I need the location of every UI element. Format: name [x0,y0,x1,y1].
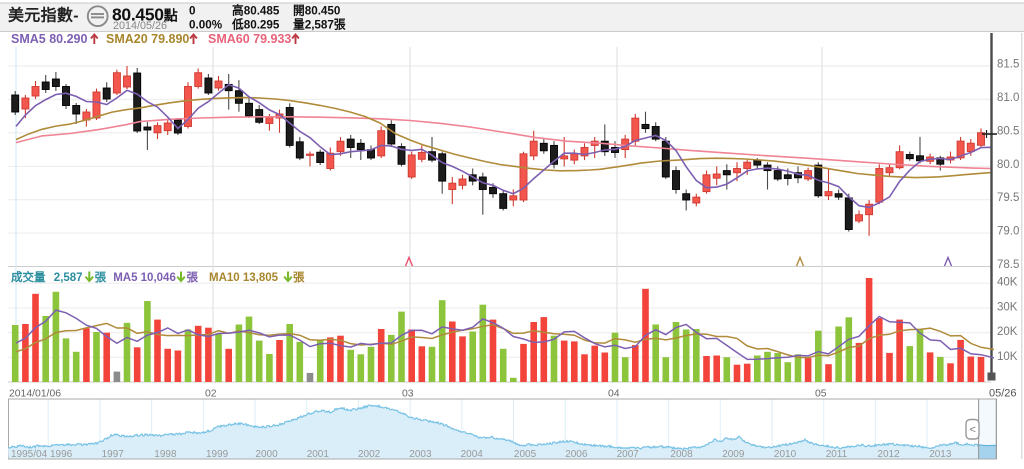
svg-text:量2,587張: 量2,587張 [293,18,346,32]
svg-text:2,587: 2,587 [54,272,83,284]
svg-text:SMA60 79.933: SMA60 79.933 [208,32,291,46]
svg-text:開80.450: 開80.450 [293,5,341,18]
svg-text:2007: 2007 [617,449,640,460]
svg-text:2014/01/06: 2014/01/06 [9,389,61,400]
svg-text:20K: 20K [997,326,1018,338]
svg-text:SMA20 79.890: SMA20 79.890 [106,32,189,46]
svg-text:2001: 2001 [307,449,330,460]
svg-text:40K: 40K [997,277,1018,289]
svg-text:10K: 10K [997,351,1018,363]
svg-text:05/26: 05/26 [989,388,1017,400]
svg-text:1995/04: 1995/04 [11,449,48,460]
svg-text:80.5: 80.5 [997,125,1019,137]
svg-text:MA5 10,046: MA5 10,046 [113,272,176,284]
svg-text:2010: 2010 [774,449,797,460]
svg-text:美元指數-: 美元指數- [8,6,79,25]
svg-text:低80.295: 低80.295 [231,18,280,32]
svg-text:2008: 2008 [670,449,693,460]
svg-text:2002: 2002 [358,449,381,460]
svg-text:78.5: 78.5 [997,259,1019,271]
svg-text:0: 0 [189,5,196,18]
svg-text:02: 02 [205,389,217,400]
svg-text:80.450點: 80.450點 [112,5,178,25]
svg-text:79.0: 79.0 [997,226,1019,238]
svg-text:0.00%: 0.00% [189,19,223,32]
svg-text:1998: 1998 [154,449,177,460]
svg-text:MA10 13,805: MA10 13,805 [209,272,279,284]
svg-text:2011: 2011 [826,449,848,460]
svg-text:2012: 2012 [877,449,900,460]
svg-text:2000: 2000 [255,449,278,460]
svg-text:2005: 2005 [514,449,537,460]
svg-text:張: 張 [95,271,107,284]
svg-text:2009: 2009 [722,449,745,460]
svg-text:03: 03 [402,389,414,400]
svg-text:張: 張 [187,271,199,284]
svg-text:1996: 1996 [50,449,73,460]
svg-text:05: 05 [815,389,827,400]
svg-text:張: 張 [293,271,305,284]
svg-text:高80.485: 高80.485 [232,4,280,18]
svg-text:1999: 1999 [206,449,229,460]
svg-text:2003: 2003 [409,449,432,460]
svg-text:<: < [970,424,976,436]
svg-text:成交量: 成交量 [11,270,46,284]
svg-text:2013: 2013 [929,449,952,460]
svg-text:2006: 2006 [565,449,588,460]
svg-text:81.5: 81.5 [997,59,1019,71]
svg-text:30K: 30K [997,301,1018,313]
svg-text:79.5: 79.5 [997,192,1019,204]
svg-text:2014/05/26: 2014/05/26 [113,20,167,32]
svg-text:80.0: 80.0 [997,159,1019,171]
svg-text:2004: 2004 [461,449,484,460]
svg-text:04: 04 [608,389,620,400]
svg-text:1997: 1997 [102,449,125,460]
svg-text:81.0: 81.0 [997,92,1019,104]
svg-text:SMA5 80.290: SMA5 80.290 [11,32,87,46]
